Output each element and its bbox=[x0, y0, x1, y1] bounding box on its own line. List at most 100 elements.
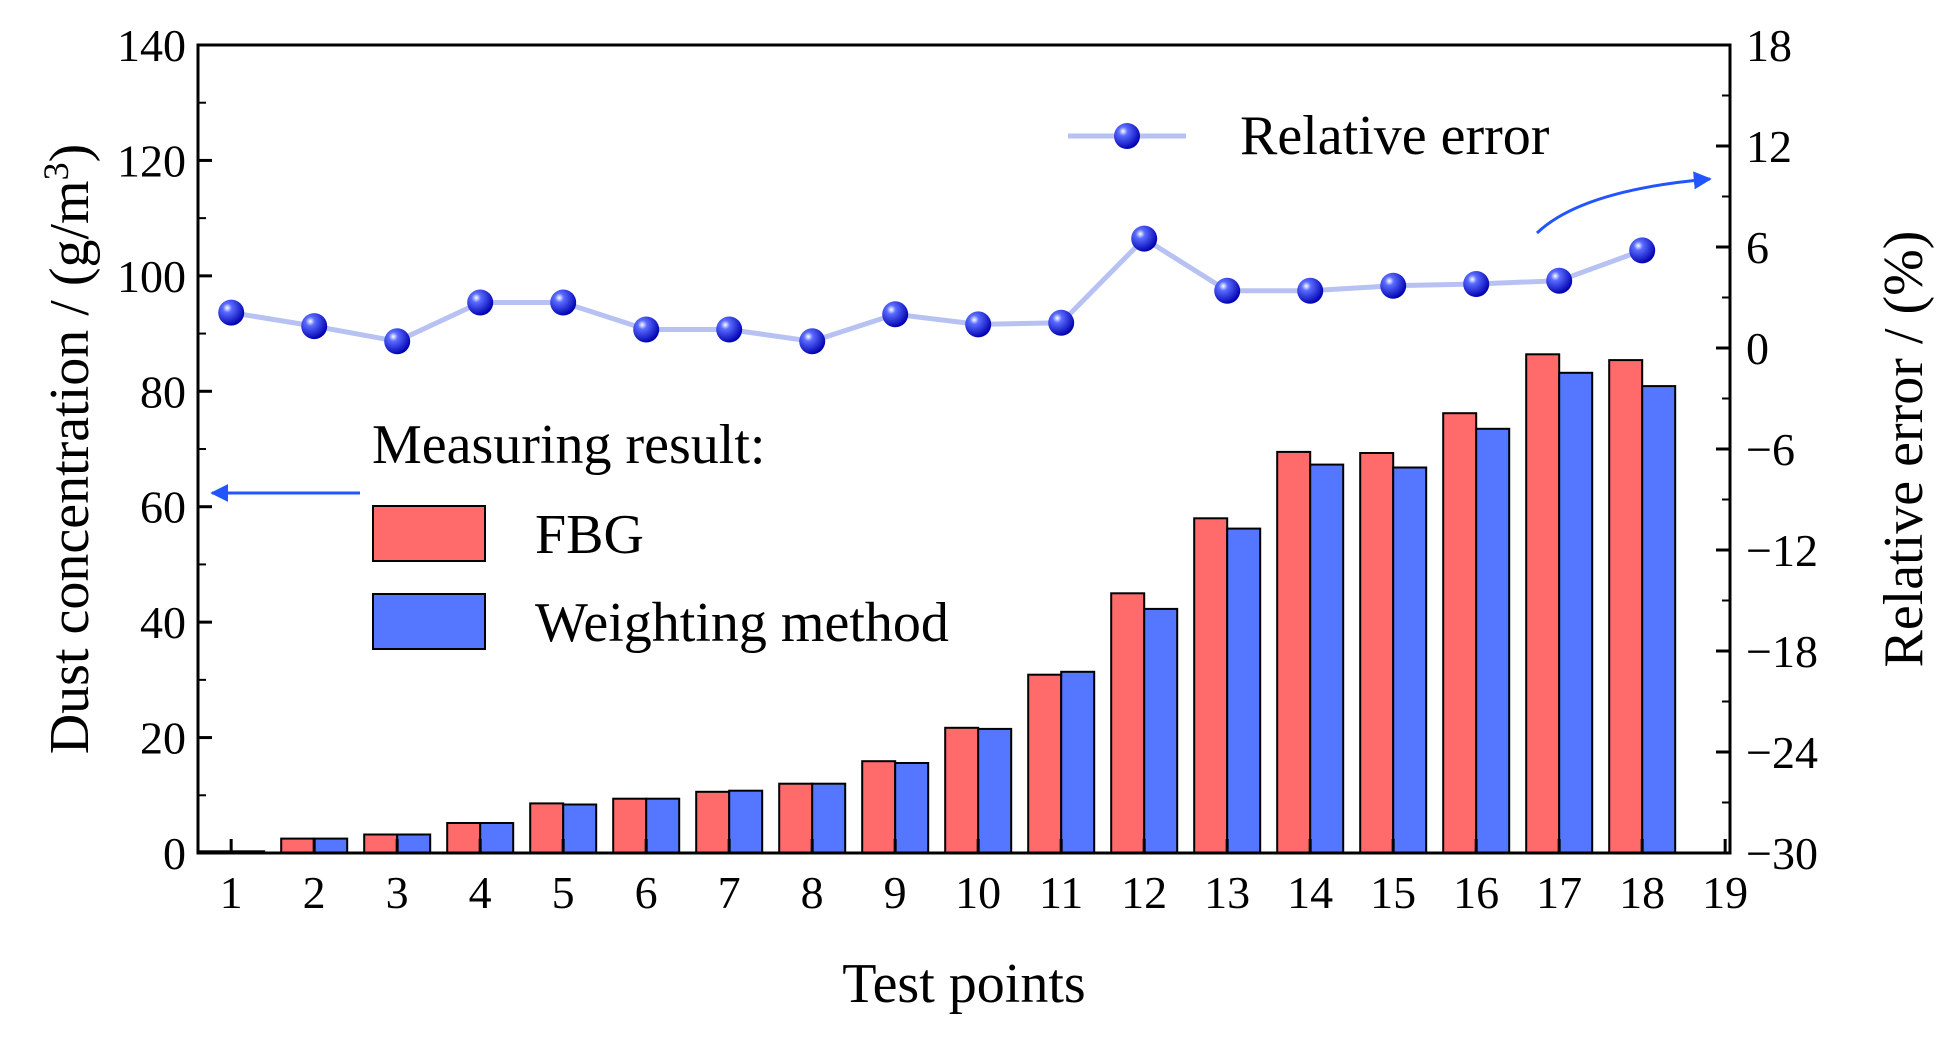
bar-fbg-18 bbox=[1608, 359, 1644, 854]
bar-weighting-method-5 bbox=[562, 803, 598, 854]
relative-error-point-11 bbox=[1048, 309, 1075, 336]
relative-error-point-5 bbox=[550, 289, 577, 316]
legend-title: Measuring result: bbox=[372, 414, 765, 476]
bar-fbg-2 bbox=[280, 837, 316, 854]
x-axis-title: Test points bbox=[842, 953, 1085, 1015]
legend-label-weighting-method: Weighting method bbox=[535, 592, 949, 654]
x-tick-label-18: 18 bbox=[1619, 867, 1665, 918]
x-tick-label-17: 17 bbox=[1536, 867, 1582, 918]
bar-weighting-method-15 bbox=[1392, 466, 1428, 854]
y2-tick-label-0: −30 bbox=[1746, 828, 1818, 879]
y2-axis-title: Relative error / (%) bbox=[1873, 231, 1935, 668]
x-tick-label-12: 12 bbox=[1121, 867, 1167, 918]
legend-label-fbg: FBG bbox=[535, 504, 644, 566]
x-tick-label-9: 9 bbox=[884, 867, 907, 918]
relative-error-point-2 bbox=[301, 313, 328, 340]
bar-fbg-8 bbox=[778, 782, 814, 855]
bar-fbg-10 bbox=[944, 726, 980, 854]
legend-marker-relative-error bbox=[1114, 123, 1140, 149]
y-axis-title-end: ) bbox=[39, 144, 101, 163]
bar-fbg-4 bbox=[446, 822, 482, 854]
legend-swatch-weighting-method bbox=[372, 593, 486, 650]
x-tick-label-2: 2 bbox=[303, 867, 326, 918]
y-tick-label-120: 120 bbox=[117, 135, 186, 186]
legend-swatch-fbg bbox=[372, 505, 486, 562]
relative-error-point-14 bbox=[1297, 277, 1324, 304]
relative-error-point-10 bbox=[965, 311, 992, 338]
relative-error-line-layer bbox=[218, 225, 1656, 355]
relative-error-point-18 bbox=[1629, 237, 1656, 264]
x-tick-label-4: 4 bbox=[469, 867, 492, 918]
bar-weighting-method-14 bbox=[1309, 463, 1345, 854]
y-tick-label-140: 140 bbox=[117, 20, 186, 71]
y-axis-title-superscript: 3 bbox=[36, 162, 76, 180]
relative-error-point-1 bbox=[218, 299, 245, 326]
bar-weighting-method-3 bbox=[396, 833, 432, 854]
y-tick-label-60: 60 bbox=[140, 482, 186, 533]
y-axis-title: Dust concentration / (g/m3) bbox=[36, 144, 101, 755]
x-tick-label-8: 8 bbox=[801, 867, 824, 918]
y2-tick-label-2: −18 bbox=[1746, 626, 1818, 677]
y2-tick-label-1: −24 bbox=[1746, 727, 1818, 778]
bar-weighting-method-11 bbox=[1060, 670, 1096, 854]
bar-fbg-3 bbox=[363, 833, 399, 854]
bar-fbg-5 bbox=[529, 802, 565, 855]
x-tick-label-13: 13 bbox=[1204, 867, 1250, 918]
relative-error-point-13 bbox=[1214, 277, 1241, 304]
bar-weighting-method-7 bbox=[728, 789, 764, 855]
bar-fbg-13 bbox=[1193, 517, 1229, 854]
y2-tick-label-7: 12 bbox=[1746, 121, 1792, 172]
bar-weighting-method-12 bbox=[1143, 607, 1179, 855]
bars-layer bbox=[197, 353, 1677, 855]
relative-error-point-3 bbox=[384, 328, 411, 355]
relative-error-point-17 bbox=[1546, 267, 1573, 294]
x-tick-label-11: 11 bbox=[1039, 867, 1083, 918]
x-tick-label-16: 16 bbox=[1453, 867, 1499, 918]
y-tick-label-0: 0 bbox=[163, 828, 186, 879]
x-tick-label-14: 14 bbox=[1287, 867, 1333, 918]
y-tick-label-20: 20 bbox=[140, 713, 186, 764]
y-tick-label-40: 40 bbox=[140, 597, 186, 648]
legend-label-relative-error: Relative error bbox=[1240, 105, 1550, 167]
y2-tick-label-3: −12 bbox=[1746, 525, 1818, 576]
bar-weighting-method-4 bbox=[479, 822, 515, 854]
y2-tick-label-5: 0 bbox=[1746, 323, 1769, 374]
bar-weighting-method-10 bbox=[977, 727, 1013, 855]
bar-weighting-method-16 bbox=[1475, 427, 1511, 854]
bar-weighting-method-18 bbox=[1641, 385, 1677, 854]
bar-fbg-11 bbox=[1027, 673, 1063, 855]
bar-fbg-7 bbox=[695, 790, 731, 854]
relative-error-line bbox=[230, 235, 1644, 344]
y2-tick-label-4: −6 bbox=[1746, 424, 1795, 475]
relative-error-point-15 bbox=[1380, 272, 1407, 299]
bar-weighting-method-6 bbox=[645, 797, 681, 855]
x-tick-label-5: 5 bbox=[552, 867, 575, 918]
x-tick-label-1: 1 bbox=[220, 867, 243, 918]
bar-weighting-method-17 bbox=[1558, 371, 1594, 854]
relative-error-point-16 bbox=[1463, 271, 1490, 297]
bar-fbg-6 bbox=[612, 797, 648, 855]
y2-tick-label-6: 6 bbox=[1746, 222, 1769, 273]
y-tick-label-100: 100 bbox=[117, 251, 186, 302]
right-axis-arrow bbox=[1535, 171, 1712, 235]
bar-weighting-method-9 bbox=[894, 762, 930, 854]
x-tick-label-15: 15 bbox=[1370, 867, 1416, 918]
bar-weighting-method-13 bbox=[1226, 527, 1262, 854]
relative-error-point-9 bbox=[882, 301, 909, 328]
y2-tick-label-8: 18 bbox=[1746, 20, 1792, 71]
bar-fbg-14 bbox=[1276, 450, 1312, 854]
relative-error-point-8 bbox=[799, 328, 826, 355]
relative-error-point-4 bbox=[467, 289, 494, 316]
bar-fbg-16 bbox=[1442, 412, 1478, 854]
relative-error-point-6 bbox=[633, 316, 660, 343]
x-tick-label-7: 7 bbox=[718, 867, 741, 918]
bar-fbg-17 bbox=[1525, 353, 1561, 854]
y-axis-title-main: Dust concentration / (g/m bbox=[39, 180, 101, 754]
bar-weighting-method-8 bbox=[811, 782, 847, 855]
x-tick-label-3: 3 bbox=[386, 867, 409, 918]
bar-fbg-15 bbox=[1359, 452, 1395, 854]
bar-weighting-method-2 bbox=[313, 837, 349, 854]
x-tick-label-6: 6 bbox=[635, 867, 658, 918]
